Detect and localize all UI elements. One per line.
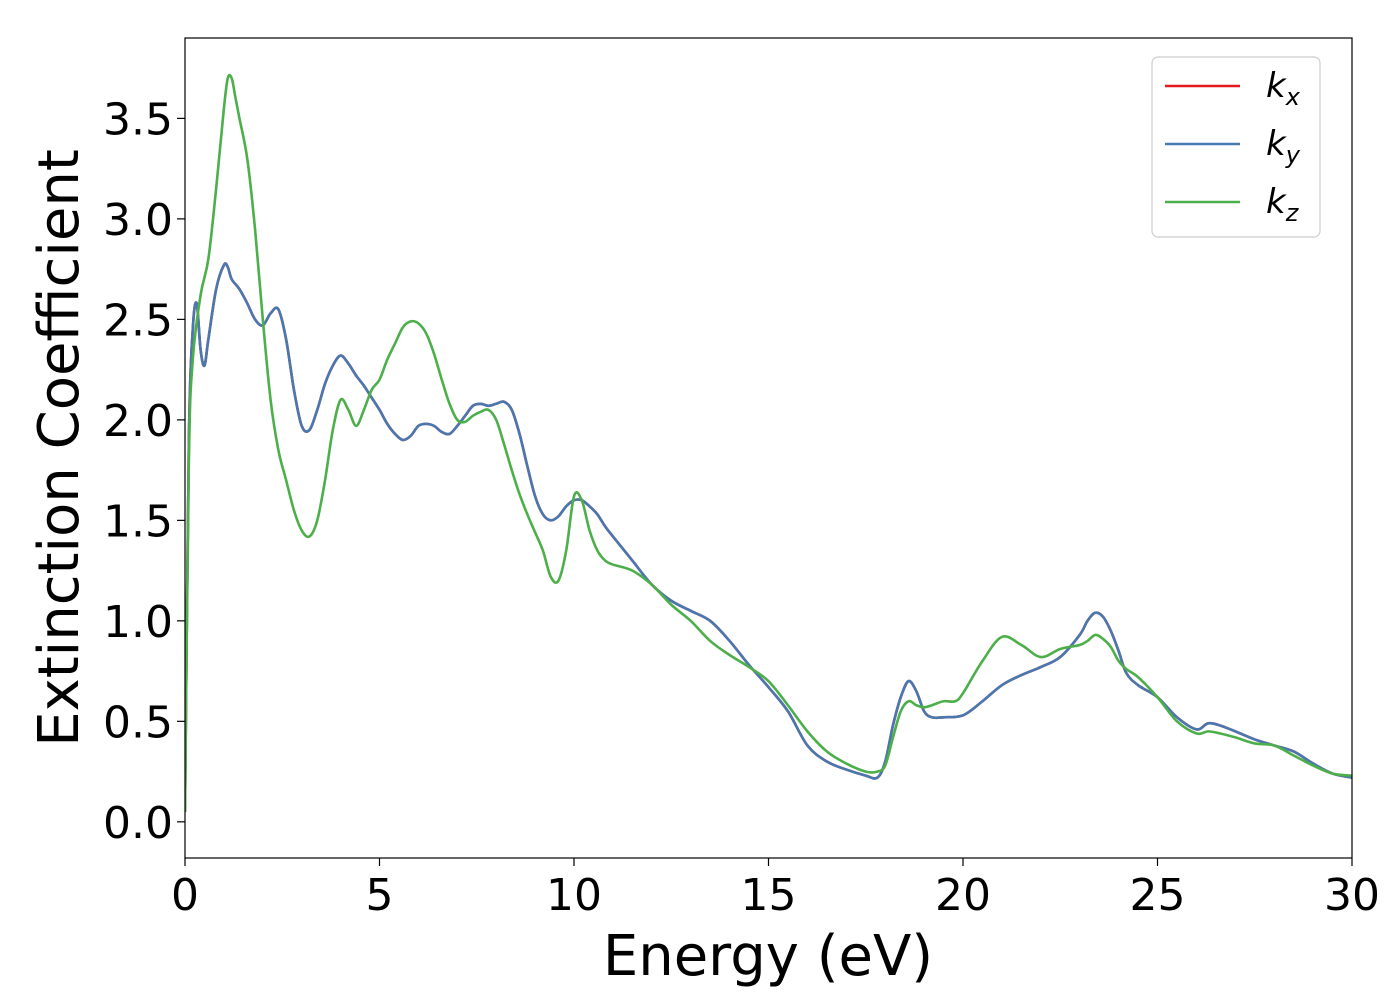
series-layer [185, 73, 1352, 812]
y-tick-label: 2.5 [103, 295, 173, 346]
x-tick-label: 20 [935, 870, 991, 921]
x-tick-label: 15 [741, 870, 797, 921]
y-axis: 0.0 0.5 1.0 1.5 2.0 2.5 3.0 3.5 [103, 94, 185, 849]
x-axis-title: Energy (eV) [603, 924, 933, 989]
legend-box [1151, 56, 1321, 238]
y-tick-label: 0.5 [103, 697, 173, 748]
x-tick-label: 30 [1324, 870, 1380, 921]
x-axis: 0 5 10 15 20 25 30 [171, 858, 1380, 921]
series-line-y [185, 262, 1352, 812]
y-tick-label: 3.5 [103, 94, 173, 145]
x-tick-label: 0 [171, 870, 199, 921]
y-tick-label: 2.0 [103, 396, 173, 447]
y-tick-label: 3.0 [103, 195, 173, 246]
y-tick-label: 1.5 [103, 496, 173, 547]
series-line-z [185, 73, 1352, 812]
y-axis-title: Extinction Coefficient [27, 149, 92, 747]
x-tick-label: 25 [1130, 870, 1186, 921]
y-tick-label: 0.0 [103, 798, 173, 849]
x-tick-label: 5 [366, 870, 394, 921]
y-tick-label: 1.0 [103, 597, 173, 648]
series-line-x [185, 262, 1352, 812]
x-tick-label: 10 [546, 870, 602, 921]
